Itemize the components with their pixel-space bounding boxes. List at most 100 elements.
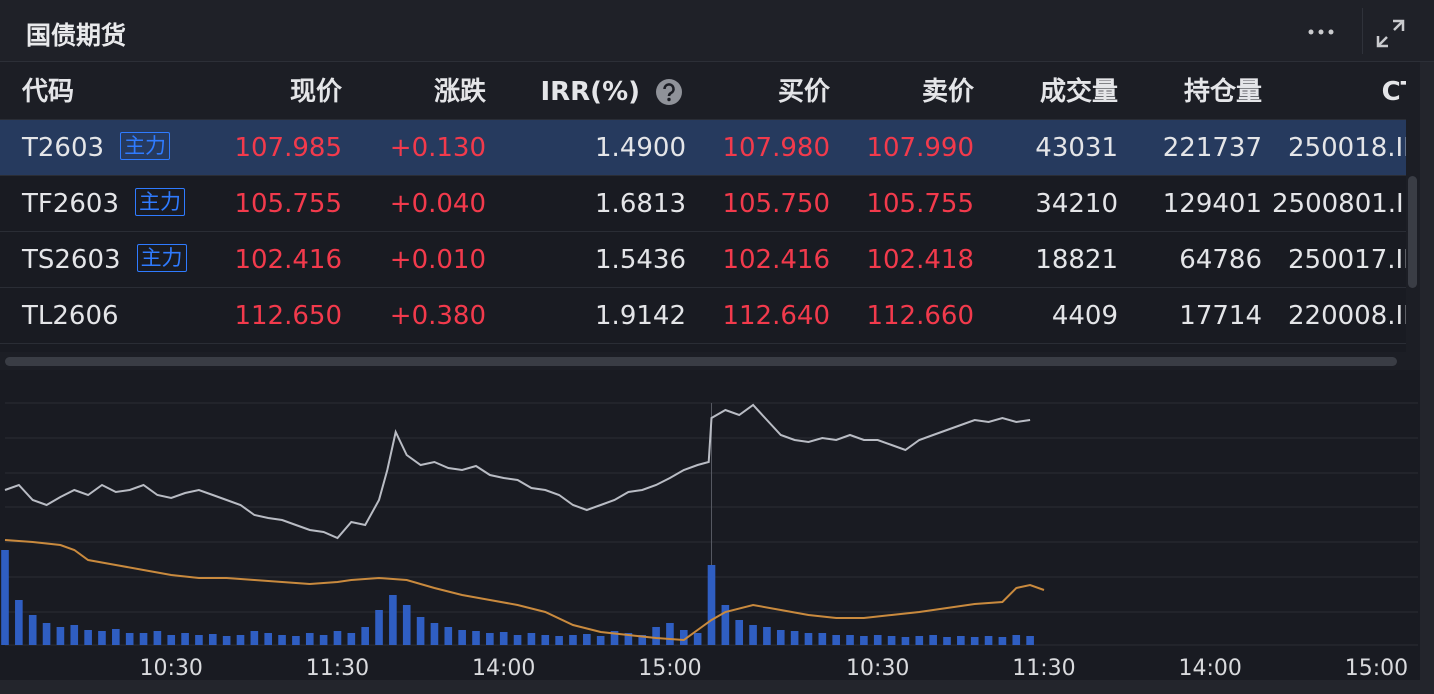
main-badge: 主力: [136, 244, 187, 272]
volume-bar: [555, 636, 563, 645]
volume-bar: [402, 605, 411, 645]
table-cell: 1.4900: [595, 133, 686, 163]
table-cell: 112.650: [234, 301, 342, 331]
table-cell: 43031: [1035, 133, 1118, 163]
table-cell: 129401: [1162, 189, 1262, 219]
volume-bar: [707, 565, 716, 645]
table-header-row: 代码 现价 涨跌 IRR(%) 买价 卖价 成交量 持仓量 CTD: [0, 62, 1406, 120]
volume-bar: [499, 632, 508, 645]
table-cell: 250017.IB: [1288, 245, 1406, 275]
volume-bar: [56, 627, 65, 645]
volume-bar: [583, 634, 591, 645]
volume-bar: [513, 635, 522, 645]
table-row[interactable]: TF2603 主力 105.755 +0.040 1.6813 105.750 105.75…: [0, 176, 1406, 232]
volume-bar: [278, 635, 286, 645]
volume-bar: [208, 634, 217, 645]
volume-bar: [666, 623, 674, 645]
volume-bar: [236, 635, 245, 645]
volume-bar: [832, 635, 840, 645]
volume-bar: [527, 633, 536, 645]
volume-bar: [901, 637, 910, 645]
x-tick-label: 14:00: [1179, 656, 1242, 680]
volume-bar: [943, 637, 951, 645]
column-header: 买价: [777, 77, 830, 107]
scroll-thumb[interactable]: [1408, 176, 1417, 288]
volume-bar: [430, 623, 439, 645]
volume-bar: [292, 636, 300, 645]
table-cell: 105.750: [722, 189, 830, 219]
edge: [1420, 62, 1434, 694]
horizontal-scrollbar[interactable]: [0, 352, 1406, 370]
volume-bar: [125, 633, 134, 645]
volume-bar: [70, 625, 79, 645]
volume-bar: [98, 631, 106, 645]
volume-bar: [541, 635, 550, 645]
column-header: 持仓量: [1183, 77, 1262, 107]
main-badge: 主力: [135, 188, 186, 216]
volume-bar: [375, 610, 383, 645]
help-icon[interactable]: [655, 78, 683, 106]
table-cell: 17714: [1179, 301, 1262, 331]
volume-bar: [361, 627, 369, 645]
volume-bar: [42, 623, 51, 645]
table-row[interactable]: T2603 主力 107.985 +0.130 1.4900 107.980 107.990…: [0, 120, 1406, 176]
volume-bar: [652, 627, 660, 645]
volume-bar: [1026, 636, 1034, 645]
vertical-scrollbar[interactable]: [1406, 62, 1420, 370]
futures-table: 代码 现价 涨跌 IRR(%) 买价 卖价 成交量 持仓量 CTD T2603 主力 107.985 +…: [0, 62, 1406, 344]
price-line: [4, 403, 1031, 540]
panel-header: 国债期货: [0, 0, 1434, 62]
table-cell: 1.6813: [595, 189, 686, 219]
volume-bar: [347, 633, 356, 645]
volume-bar: [596, 636, 605, 645]
table-cell: 250018.IB: [1288, 133, 1406, 163]
table-row[interactable]: TL2606 112.650 +0.380 1.9142 112.640 112.660 4…: [0, 288, 1406, 344]
x-tick-label: 10:30: [140, 656, 203, 680]
table-cell: 1.5436: [595, 245, 686, 275]
volume-bar: [957, 636, 965, 645]
column-header: IRR(%): [540, 77, 640, 107]
table-cell: 34210: [1035, 189, 1118, 219]
code-cell: TF2603 主力: [22, 176, 186, 232]
volume-bar: [319, 635, 328, 645]
volume-bar: [84, 630, 92, 645]
table-cell: 102.416: [234, 245, 342, 275]
more-button[interactable]: [1300, 20, 1340, 44]
x-tick-label: 15:00: [1345, 656, 1408, 680]
table-row[interactable]: TS2603 主力 102.416 +0.010 1.5436 102.416 102.41…: [0, 232, 1406, 288]
volume-bar: [1, 550, 9, 645]
table-cell: 1.9142: [595, 301, 686, 331]
volume-bar: [610, 631, 619, 645]
scroll-thumb[interactable]: [5, 357, 1397, 366]
contract-code: TL2606: [22, 301, 119, 331]
volume-bar: [486, 633, 494, 645]
volume-bar: [776, 630, 785, 645]
table-cell: +0.380: [389, 301, 486, 331]
table-cell: 102.418: [866, 245, 974, 275]
volume-bar: [749, 625, 757, 645]
volume-bar: [15, 600, 23, 645]
table-cell: 105.755: [234, 189, 342, 219]
code-cell: TL2606: [22, 288, 119, 344]
x-tick-label: 10:30: [846, 656, 909, 680]
footer-strip: [0, 680, 1434, 694]
contract-code: TF2603: [22, 189, 120, 219]
expand-button[interactable]: [1374, 17, 1408, 51]
volume-bar: [846, 635, 854, 645]
volume-bar: [167, 635, 176, 645]
volume-bar: [929, 635, 937, 645]
x-tick-label: 11:30: [1012, 656, 1075, 680]
table-cell: 220008.IB: [1288, 301, 1406, 331]
volume-bar: [181, 633, 189, 645]
volume-bar: [735, 620, 744, 645]
table-cell: 4409: [1051, 301, 1118, 331]
table-cell: 2500801.IB: [1272, 189, 1406, 219]
volume-bar: [222, 636, 231, 645]
volume-bar: [112, 629, 120, 645]
divider: [1362, 8, 1363, 54]
volume-bar: [970, 637, 979, 645]
main-badge: 主力: [120, 132, 171, 160]
column-header: 涨跌: [433, 77, 486, 107]
x-tick-label: 14:00: [472, 656, 535, 680]
